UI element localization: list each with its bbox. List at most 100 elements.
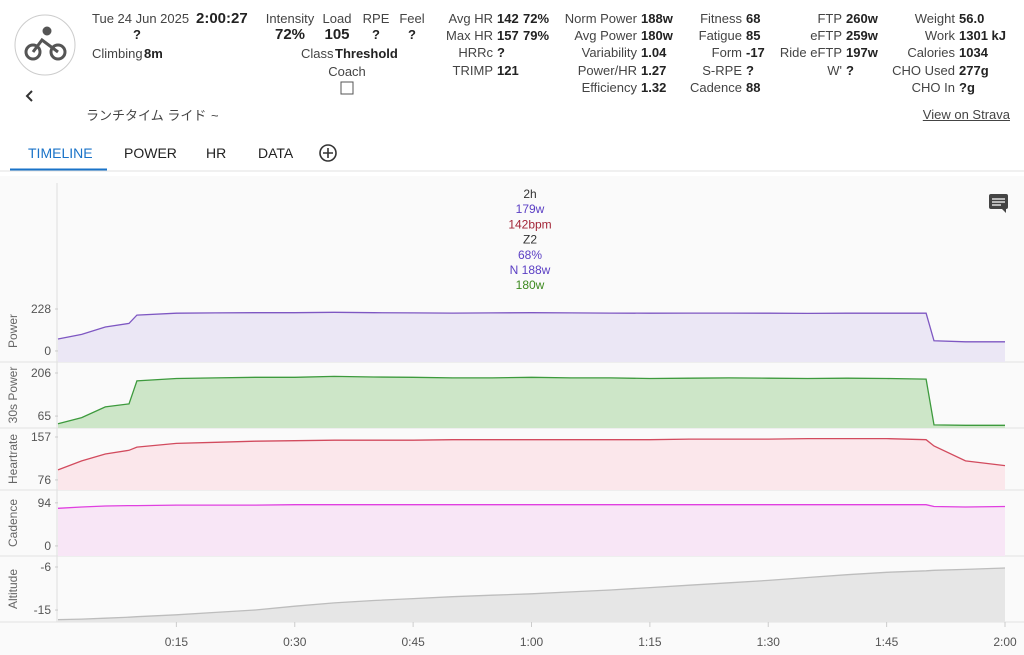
comment-icon[interactable] — [989, 194, 1008, 213]
stat-value: 180w — [641, 28, 673, 43]
activity-name-extra: ~ — [211, 108, 219, 123]
stat-value: -17 — [746, 45, 765, 60]
stat-label: S-RPE — [702, 63, 742, 78]
y-tick-label: 94 — [38, 496, 52, 510]
summary-text: 142bpm — [508, 217, 551, 231]
y-tick-label: 157 — [31, 430, 51, 444]
panel-label: 30s Power — [6, 367, 20, 424]
y-tick-label: -6 — [40, 560, 51, 574]
feel-label: Feel — [399, 11, 425, 26]
stat-label: eFTP — [810, 28, 842, 43]
tab[interactable]: DATA — [258, 145, 294, 161]
stat-value: 197w — [846, 45, 878, 60]
y-tick-label: -15 — [34, 603, 52, 617]
x-tick-label: 1:15 — [638, 635, 662, 649]
summary-text: 68% — [518, 248, 542, 262]
avatar — [14, 14, 76, 76]
stat-value: 188w — [641, 11, 673, 26]
x-tick-label: 0:45 — [401, 635, 425, 649]
load-value: 105 — [324, 26, 350, 43]
stat-label: Norm Power — [564, 11, 637, 26]
stat-value: 85 — [746, 28, 761, 43]
series-line — [57, 375, 1005, 426]
stat-value: 1.04 — [641, 45, 667, 60]
panel-label: Cadence — [6, 499, 20, 547]
load-label: Load — [322, 11, 352, 26]
stat-label: Avg HR — [448, 11, 493, 26]
tab[interactable]: HR — [206, 145, 227, 161]
stat-label: W' — [827, 63, 842, 78]
date-extra: ? — [133, 27, 141, 42]
x-tick-label: 1:45 — [875, 635, 899, 649]
tab[interactable]: POWER — [124, 145, 177, 161]
stat-value: ? — [746, 63, 754, 78]
stat-value: ? — [497, 45, 505, 60]
y-tick-label: 0 — [44, 539, 51, 553]
stat-value: 121 — [497, 63, 519, 78]
stat-value: 142 — [497, 11, 519, 26]
stat-label: Calories — [907, 45, 955, 60]
series-line — [57, 437, 1006, 471]
x-tick-label: 0:15 — [165, 635, 189, 649]
panel-label: Power — [6, 314, 20, 348]
y-tick-label: 228 — [31, 302, 51, 316]
add-tab-icon — [323, 148, 333, 158]
stat-value: 157 — [497, 28, 519, 43]
feel-value: ? — [408, 27, 416, 42]
stat-label: Work — [924, 28, 955, 43]
stat-label: FTP — [817, 11, 842, 26]
stat-value: 259w — [846, 28, 878, 43]
stat-extra: 72% — [523, 11, 550, 26]
panel-label: Altitude — [6, 569, 20, 609]
summary-text: 180w — [516, 278, 545, 292]
stat-value: 1301 kJ — [959, 28, 1006, 43]
panel-label: Heartrate — [6, 434, 20, 484]
stat-extra: 79% — [523, 28, 550, 43]
stat-value: ? — [846, 63, 854, 78]
stat-value: 68 — [746, 11, 761, 26]
rpe-value: ? — [372, 27, 380, 42]
back-button[interactable] — [25, 90, 33, 102]
stat-value: 260w — [846, 11, 878, 26]
y-tick-label: 65 — [38, 409, 52, 423]
climbing-value: 8m — [144, 46, 163, 61]
stat-label: Max HR — [446, 28, 493, 43]
stat-label: Fatigue — [698, 28, 742, 43]
add-tab-button[interactable] — [319, 144, 337, 162]
stat-label: CHO Used — [892, 63, 955, 78]
rpe-label: RPE — [362, 11, 390, 26]
area-fill — [58, 438, 1005, 490]
series-line — [57, 311, 1005, 343]
stat-value: 88 — [746, 80, 761, 95]
area-fill — [58, 376, 1005, 428]
duration: 2:00:27 — [196, 10, 248, 27]
y-tick-label: 76 — [38, 473, 52, 487]
x-tick-label: 1:30 — [757, 635, 781, 649]
activity-name: ランチタイム ライド — [86, 108, 207, 123]
climbing-label: Climbing — [92, 46, 143, 61]
series-line — [57, 504, 1006, 509]
y-tick-label: 0 — [44, 344, 51, 358]
area-fill — [58, 568, 1005, 622]
stat-value: 1034 — [959, 45, 988, 60]
intensity-label: Intensity — [265, 11, 315, 26]
stat-label: Avg Power — [574, 28, 637, 43]
stat-label: Power/HR — [577, 63, 637, 78]
stat-label: Efficiency — [581, 80, 637, 95]
class-label: Class — [301, 46, 334, 61]
coach-label: Coach — [328, 64, 366, 79]
coach-checkbox[interactable] — [340, 81, 354, 95]
stat-label: Cadence — [689, 80, 742, 95]
stat-label: Weight — [914, 11, 955, 26]
summary-text: Z2 — [523, 233, 537, 247]
tab[interactable]: TIMELINE — [28, 145, 93, 161]
area-fill — [58, 504, 1005, 556]
class-value: Threshold — [335, 46, 398, 61]
summary-text: N 188w — [510, 263, 551, 277]
strava-link[interactable]: View on Strava — [922, 107, 1010, 122]
area-fill — [58, 312, 1005, 362]
stat-value: 277g — [959, 63, 989, 78]
stat-label: CHO In — [911, 80, 955, 95]
